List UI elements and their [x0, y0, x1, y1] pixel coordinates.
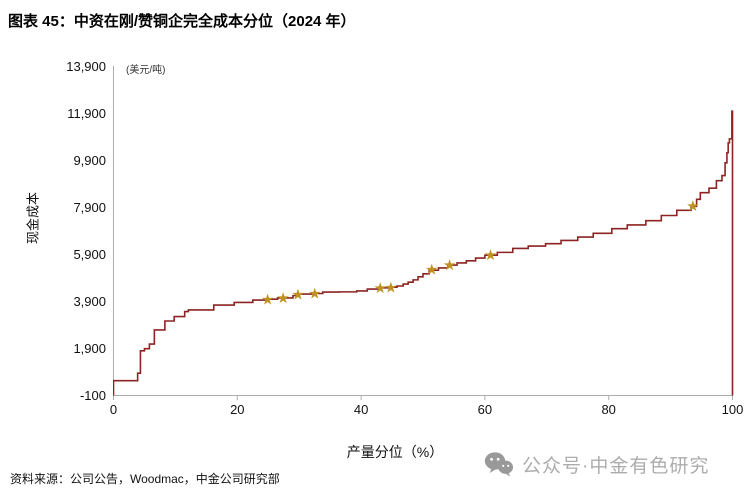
y-axis-unit-label: (美元/吨) — [126, 65, 166, 76]
chinese-company-star-marker: ★ — [384, 279, 397, 296]
wechat-icon — [484, 452, 513, 477]
watermark-text: 公众号·中金有色研究 — [522, 456, 710, 477]
watermark: 公众号·中金有色研究 — [484, 451, 709, 478]
x-axis-title: 产量分位（%） — [346, 444, 444, 460]
y-tick-label: 13,900 — [66, 58, 106, 74]
cost-curve-plot: ★ ★ ★ ★ ★★★ ★★★ — [113, 66, 734, 400]
y-tick-label: 3,900 — [73, 293, 106, 309]
x-tick-label: 80 — [601, 402, 616, 417]
chinese-company-star-marker: ★ — [443, 257, 456, 274]
cost-curve-line — [113, 110, 734, 396]
x-tick-label: 60 — [477, 402, 493, 417]
chinese-company-star-marker: ★ — [276, 290, 289, 307]
x-tick-label: 40 — [353, 402, 369, 417]
y-tick-label: 1,900 — [73, 340, 106, 356]
chinese-company-star-marker: ★ — [291, 286, 304, 303]
chinese-company-star-marker: ★ — [374, 280, 387, 297]
chinese-company-star-marker: ★ — [686, 198, 699, 215]
chinese-company-star-marker: ★ — [261, 291, 274, 308]
x-tick-label: 0 — [109, 402, 118, 417]
y-tick-label: 7,900 — [73, 199, 106, 215]
chinese-company-star-marker: ★ — [425, 262, 438, 279]
y-tick-label: 11,900 — [67, 105, 106, 121]
chart-title: 图表 45：中资在刚/赞铜企完全成本分位（2024 年） — [8, 13, 356, 30]
y-tick-label: 9,900 — [73, 152, 106, 168]
x-tick-label: 20 — [230, 402, 245, 417]
x-tick-label: 100 — [721, 402, 744, 417]
chinese-company-star-marker: ★ — [308, 286, 321, 303]
y-tick-label: 5,900 — [73, 246, 106, 262]
chinese-company-star-marker: ★ — [484, 247, 497, 264]
y-tick-label: -100 — [79, 387, 106, 403]
source-note: 资料来源：公司公告，Woodmac，中金公司研究部 — [10, 472, 280, 486]
